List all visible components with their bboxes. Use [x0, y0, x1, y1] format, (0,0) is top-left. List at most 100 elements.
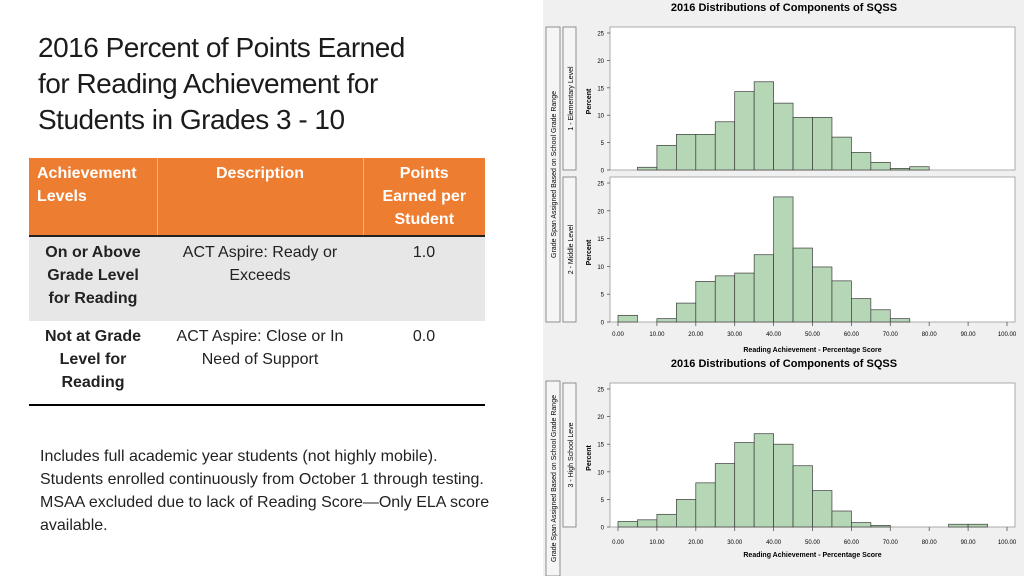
histogram-bar [617, 314, 638, 323]
histogram-bar [695, 482, 716, 528]
histogram-bar [714, 121, 736, 171]
panel-label: 2 - Middle Level [568, 224, 575, 274]
x-tick-label: 60.00 [844, 332, 860, 338]
y-tick-label: 0 [601, 321, 605, 327]
table-row: Not at Grade Level for Reading ACT Aspir… [29, 321, 485, 405]
histogram-panels-svg: 2016 Distributions of Components of SQSS… [545, 2, 1017, 576]
histogram-bar [889, 318, 911, 323]
note-line: Students enrolled continuously from Octo… [40, 471, 484, 488]
achievement-levels-table: Achievement Levels Description Points Ea… [29, 158, 485, 406]
y-tick-label: 10 [597, 114, 604, 120]
panel-strip [562, 176, 577, 323]
histogram-bar [676, 302, 697, 323]
histogram-bar [714, 275, 736, 323]
x-tick-label: 10.00 [649, 540, 665, 546]
x-tick-label: 20.00 [688, 540, 704, 546]
y-tick-label: 20 [597, 209, 604, 215]
note-line: Includes full academic year students (no… [40, 448, 438, 465]
histogram-bar [637, 519, 658, 528]
x-tick-label: 30.00 [727, 540, 743, 546]
table-header-points: Points Earned per Student [363, 158, 485, 236]
histogram-bar [753, 254, 774, 323]
group-strip [545, 380, 561, 576]
note-line: MSAA excluded due to lack of Reading Sco… [40, 494, 490, 534]
histogram-bar [753, 81, 774, 171]
y-axis-label: Percent [586, 239, 593, 265]
histogram-bar [792, 117, 813, 171]
x-tick-label: 50.00 [805, 540, 821, 546]
panel-strip [562, 382, 577, 528]
histogram-bar [734, 272, 755, 323]
table-cell-level: Not at Grade Level for Reading [29, 321, 157, 405]
x-tick-label: 0.00 [612, 540, 624, 546]
y-tick-label: 10 [597, 265, 604, 271]
x-tick-label: 80.00 [922, 540, 938, 546]
histogram-bar [889, 168, 911, 171]
panel-label: 1 - Elementary Level [568, 66, 575, 131]
x-tick-label: 100.00 [998, 332, 1017, 338]
slide-title: 2016 Percent of Points Earned for Readin… [38, 30, 508, 138]
histogram-bar [792, 247, 813, 323]
table-header-row: Achievement Levels Description Points Ea… [29, 158, 485, 236]
x-tick-label: 60.00 [844, 540, 860, 546]
x-tick-label: 70.00 [883, 332, 899, 338]
histogram-bar [831, 510, 852, 528]
table-cell-points: 1.0 [363, 236, 485, 321]
panel-strip [562, 26, 577, 171]
x-tick-label: 50.00 [805, 332, 821, 338]
histogram-bar [734, 442, 755, 528]
histogram-bar [851, 298, 872, 323]
y-tick-label: 25 [597, 388, 604, 394]
histogram-bar [948, 523, 969, 528]
table-cell-description: ACT Aspire: Close or In Need of Support [157, 321, 363, 405]
x-tick-label: 90.00 [961, 332, 977, 338]
table-cell-description: ACT Aspire: Ready or Exceeds [157, 236, 363, 321]
histogram-bar [656, 318, 677, 323]
table-row: On or Above Grade Level for Reading ACT … [29, 236, 485, 321]
x-tick-label: 80.00 [922, 332, 938, 338]
x-tick-label: 30.00 [727, 332, 743, 338]
slide-title-line: for Reading Achievement for [38, 68, 378, 99]
histogram-bar [773, 443, 794, 528]
x-tick-label: 70.00 [883, 540, 899, 546]
sqss-distribution-charts: 2016 Distributions of Components of SQSS… [543, 0, 1024, 576]
histogram-bar [812, 266, 833, 323]
y-tick-label: 25 [597, 182, 604, 188]
chart-title: 2016 Distributions of Components of SQSS [671, 358, 897, 370]
histogram-bar [753, 433, 774, 528]
y-tick-label: 25 [597, 32, 604, 38]
y-axis-label: Percent [586, 88, 593, 114]
histogram-bar [812, 117, 833, 171]
x-axis-label: Reading Achievement - Percentage Score [743, 347, 881, 354]
histogram-bar [870, 524, 891, 528]
histogram-bar [773, 196, 794, 323]
y-tick-label: 20 [597, 415, 604, 421]
notes-text: Includes full academic year students (no… [40, 445, 510, 537]
y-tick-label: 20 [597, 59, 604, 65]
histogram-bar [637, 166, 658, 171]
group-strip [545, 26, 561, 323]
histogram-bar [773, 102, 794, 171]
chart-title: 2016 Distributions of Components of SQSS [671, 2, 897, 14]
table-header-description: Description [157, 158, 364, 236]
histogram-bar [851, 152, 872, 171]
slide-title-line: 2016 Percent of Points Earned [38, 32, 405, 63]
histogram-bar [656, 144, 677, 171]
panel-label: 3 - High School Leve [568, 422, 575, 487]
histogram-bar [676, 134, 697, 171]
y-tick-label: 15 [597, 237, 604, 243]
x-tick-label: 10.00 [649, 332, 665, 338]
group-label: Grade Span Assigned Based on School Grad… [551, 91, 558, 258]
histogram-bar [870, 309, 891, 323]
y-tick-label: 0 [601, 169, 605, 175]
y-tick-label: 5 [601, 293, 605, 299]
x-tick-label: 0.00 [612, 332, 624, 338]
histogram-bar [734, 91, 755, 171]
x-tick-label: 20.00 [688, 332, 704, 338]
histogram-bar [695, 134, 716, 171]
y-tick-label: 5 [601, 498, 605, 504]
y-tick-label: 0 [601, 526, 605, 532]
x-tick-label: 40.00 [766, 540, 782, 546]
table-cell-level: On or Above Grade Level for Reading [29, 236, 157, 321]
y-tick-label: 15 [597, 443, 604, 449]
